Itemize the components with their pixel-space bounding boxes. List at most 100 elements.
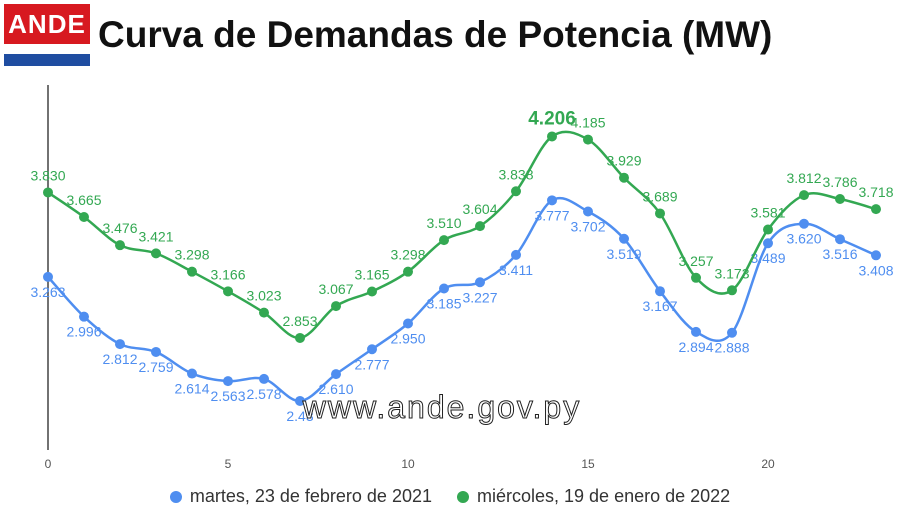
data-label: 3.516	[822, 246, 857, 262]
data-point	[223, 286, 233, 297]
data-point	[763, 224, 773, 235]
data-point	[115, 339, 125, 350]
data-point	[583, 206, 593, 217]
data-point	[403, 266, 413, 277]
data-label: 3.166	[210, 266, 245, 282]
data-label: 3.476	[102, 220, 137, 236]
data-label: 3.620	[786, 231, 821, 247]
data-point	[727, 285, 737, 296]
data-point	[331, 369, 341, 380]
data-label: 2.950	[390, 331, 425, 347]
data-label: 3.929	[606, 153, 641, 169]
data-label: 3.718	[858, 184, 893, 200]
data-label: 3.838	[498, 166, 533, 182]
data-point	[835, 234, 845, 245]
data-label: 2.996	[66, 324, 101, 340]
data-point	[547, 131, 557, 142]
data-point	[331, 301, 341, 312]
data-label: 3.702	[570, 219, 605, 235]
data-label: 3.167	[642, 298, 677, 314]
data-label: 3.067	[318, 281, 353, 297]
data-label: 2.777	[354, 356, 389, 372]
data-point	[79, 311, 89, 322]
chart-title: Curva de Demandas de Potencia (MW)	[98, 14, 773, 55]
data-point	[295, 395, 305, 406]
data-point	[475, 221, 485, 232]
data-label: 2.888	[714, 340, 749, 356]
data-label: 3.263	[30, 284, 65, 300]
data-point	[259, 373, 269, 384]
data-label: 3.165	[354, 266, 389, 282]
data-point	[367, 286, 377, 297]
data-label: 4.185	[570, 115, 605, 131]
data-label: 2.563	[210, 388, 245, 404]
data-label: 3.408	[858, 262, 893, 278]
data-point	[799, 190, 809, 201]
data-point	[439, 235, 449, 246]
data-point	[187, 266, 197, 277]
data-point	[511, 249, 521, 260]
data-label: 3.023	[246, 288, 281, 304]
logo-stripe-white	[4, 44, 90, 54]
data-label: 2.578	[246, 386, 281, 402]
x-tick-label: 0	[45, 457, 52, 471]
data-point	[151, 346, 161, 357]
data-point	[403, 318, 413, 329]
data-label: 3.604	[462, 201, 497, 217]
data-label: 4.206	[528, 108, 576, 129]
data-label: 3.519	[606, 246, 641, 262]
data-label: 3.298	[174, 247, 209, 263]
data-point	[79, 212, 89, 223]
data-label: 3.777	[534, 207, 569, 223]
data-point	[187, 368, 197, 379]
data-label: 3.581	[750, 205, 785, 221]
data-point	[799, 218, 809, 229]
watermark-text: www.ande.gov.py	[302, 389, 581, 425]
data-label: 2.853	[282, 313, 317, 329]
legend: martes, 23 de febrero de 2021 miércoles,…	[0, 486, 900, 507]
data-point	[691, 272, 701, 283]
data-label: 3.510	[426, 215, 461, 231]
data-point	[511, 186, 521, 197]
data-point	[871, 250, 881, 261]
data-point	[583, 134, 593, 145]
data-point	[763, 238, 773, 249]
data-label: 3.489	[750, 250, 785, 266]
data-label: 3.227	[462, 289, 497, 305]
data-label: 3.689	[642, 188, 677, 204]
data-label: 3.786	[822, 174, 857, 190]
data-label: 3.812	[786, 170, 821, 186]
logo-text: ANDE	[4, 4, 90, 44]
data-label: 2.610	[318, 381, 353, 397]
data-label: 2.43	[286, 408, 313, 424]
data-point	[619, 233, 629, 244]
data-point	[691, 326, 701, 337]
data-label: 3.665	[66, 192, 101, 208]
data-point	[835, 194, 845, 204]
data-point	[259, 307, 269, 318]
legend-label-series-2: miércoles, 19 de enero de 2022	[477, 486, 731, 506]
x-tick-label: 10	[401, 457, 415, 471]
data-point	[619, 172, 629, 183]
ande-logo: ANDE	[4, 4, 90, 66]
data-point	[439, 283, 449, 294]
data-label: 2.614	[174, 381, 209, 397]
data-label: 3.830	[30, 167, 65, 183]
data-point	[475, 277, 485, 288]
legend-label-series-1: martes, 23 de febrero de 2021	[189, 486, 432, 506]
data-label: 3.185	[426, 296, 461, 312]
data-point	[43, 271, 53, 282]
data-point	[367, 344, 377, 355]
data-label: 2.812	[102, 351, 137, 367]
data-point	[727, 327, 737, 338]
data-point	[295, 332, 305, 343]
logo-stripe-blue	[4, 54, 90, 66]
data-point	[151, 248, 161, 259]
data-label: 2.759	[138, 359, 173, 375]
legend-dot-series-2	[457, 491, 469, 504]
legend-item-series-2: miércoles, 19 de enero de 2022	[457, 486, 730, 507]
data-label: 2.894	[678, 339, 713, 355]
data-label: 3.257	[678, 253, 713, 269]
data-point	[655, 208, 665, 219]
